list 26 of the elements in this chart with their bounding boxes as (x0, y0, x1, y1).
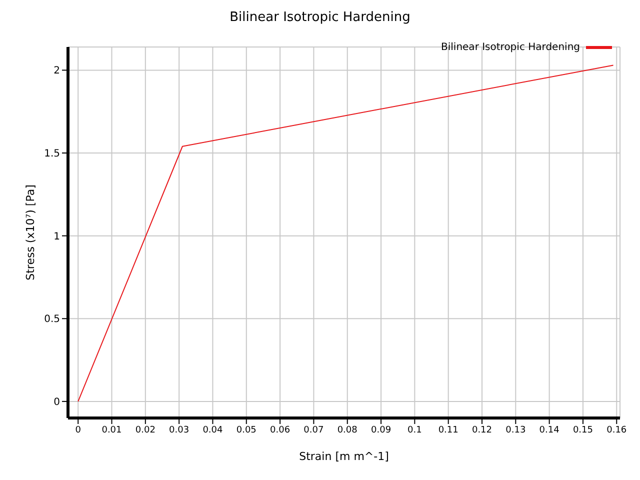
x-tick-label: 0.01 (102, 425, 122, 436)
x-tick-label: 0.1 (408, 425, 422, 436)
x-tick-label: 0.07 (304, 425, 324, 436)
x-tick-label: 0.04 (202, 425, 224, 436)
y-tick-label: 0.5 (44, 314, 60, 326)
x-tick-label: 0.11 (438, 425, 458, 436)
x-tick-label: 0.02 (135, 425, 156, 436)
y-tick-label: 0 (54, 396, 60, 408)
x-tick-label: 0.13 (506, 425, 526, 436)
x-tick-label: 0.15 (572, 425, 593, 436)
x-tick-label: 0.06 (270, 425, 290, 436)
x-tick-label: 0.08 (337, 425, 358, 436)
x-tick-label: 0.09 (371, 425, 392, 436)
y-tick-label: 1 (54, 231, 60, 242)
x-tick-label: 0.16 (606, 425, 627, 436)
x-tick-label: 0.05 (236, 425, 256, 436)
chart-title: Bilinear Isotropic Hardening (228, 9, 412, 27)
x-tick-label: 0 (75, 425, 82, 436)
x-axis-title: Strain [m m^-1] (299, 450, 389, 463)
y-axis-title: Stress (x10⁷) [Pa] (24, 184, 37, 280)
x-tick-label: 0.12 (472, 425, 492, 436)
x-tick-label: 0.14 (539, 425, 560, 436)
x-tick-label: 0.03 (169, 425, 190, 436)
y-tick-label: 1.5 (44, 148, 60, 160)
legend-label: Bilinear Isotropic Hardening (441, 42, 580, 53)
y-tick-label: 2 (54, 66, 60, 77)
